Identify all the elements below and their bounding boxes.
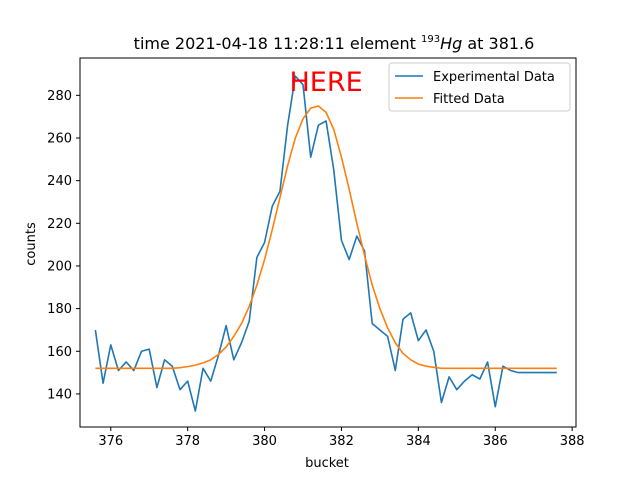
- y-tick-label: 280: [47, 89, 72, 104]
- y-tick-label: 220: [47, 217, 72, 232]
- title-suffix: at 381.6: [462, 34, 534, 53]
- x-tick-label: 378: [175, 434, 200, 449]
- y-tick-label: 180: [47, 302, 72, 317]
- plot-frame: [79, 57, 577, 428]
- y-tick-label: 160: [47, 345, 72, 360]
- y-tick-label: 260: [47, 131, 72, 146]
- x-tick-label: 384: [406, 434, 431, 449]
- chart-title: time 2021-04-18 11:28:11 element 193Hg a…: [134, 34, 535, 53]
- y-tick-label: 240: [47, 174, 72, 189]
- y-tick-label: 140: [47, 387, 72, 402]
- title-element-symbol: Hg: [440, 34, 462, 53]
- series-line-0: [94, 75, 557, 412]
- x-tick-label: 388: [560, 434, 585, 449]
- x-tick-label: 386: [483, 434, 508, 449]
- legend-box: [388, 62, 571, 112]
- y-axis-label: counts: [24, 222, 39, 266]
- x-tick-label: 380: [252, 434, 277, 449]
- legend-label-1: Fitted Data: [433, 92, 505, 107]
- title-prefix: time 2021-04-18 11:28:11 element: [134, 34, 421, 53]
- annotation-text: HERE: [289, 67, 362, 98]
- legend-label-0: Experimental Data: [433, 70, 555, 85]
- x-axis-label: bucket: [305, 456, 349, 471]
- title-mass-number: 193: [421, 34, 440, 45]
- x-tick-label: 382: [329, 434, 354, 449]
- x-tick-label: 376: [98, 434, 123, 449]
- series-line-1: [95, 105, 557, 370]
- y-tick-label: 200: [47, 259, 72, 274]
